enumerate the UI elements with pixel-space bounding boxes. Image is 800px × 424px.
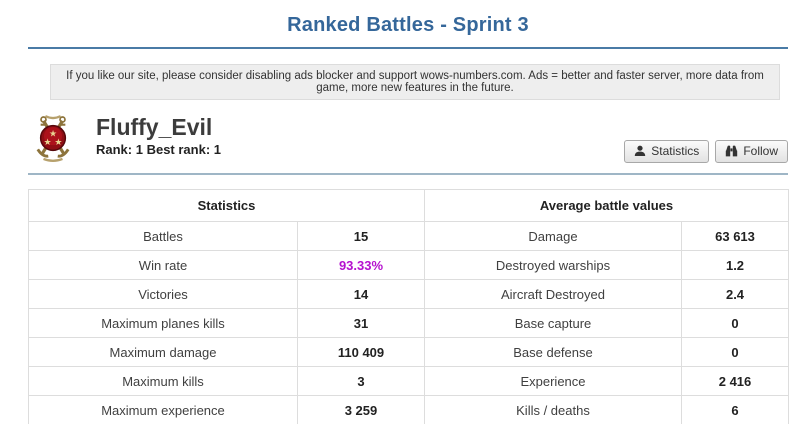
stat-value: 110 409 bbox=[297, 337, 425, 367]
table-row: Maximum experience 3 259 Kills / deaths … bbox=[28, 395, 790, 424]
avg-label: Base capture bbox=[424, 308, 682, 338]
page-container: Ranked Battles - Sprint 3 If you like ou… bbox=[28, 0, 790, 424]
follow-button-label: Follow bbox=[743, 143, 778, 158]
statistics-table: Statistics Average battle values Battles… bbox=[28, 189, 790, 424]
avg-value: 63 613 bbox=[680, 221, 790, 251]
title-divider bbox=[28, 47, 788, 49]
stat-value: 31 bbox=[297, 308, 425, 338]
stat-value: 3 bbox=[297, 366, 425, 396]
stat-value: 15 bbox=[297, 221, 425, 251]
avg-value: 2 416 bbox=[680, 366, 790, 396]
stat-label: Victories bbox=[28, 279, 298, 309]
table-row: Maximum damage 110 409 Base defense 0 bbox=[28, 337, 790, 367]
avg-value: 0 bbox=[680, 337, 790, 367]
stat-label: Maximum damage bbox=[28, 337, 298, 367]
stat-value: 3 259 bbox=[297, 395, 425, 424]
stat-label: Maximum kills bbox=[28, 366, 298, 396]
stat-label: Battles bbox=[28, 221, 298, 251]
avg-label: Experience bbox=[424, 366, 682, 396]
follow-button[interactable]: Follow bbox=[715, 139, 788, 163]
user-icon bbox=[635, 145, 646, 156]
statistics-button-label: Statistics bbox=[651, 143, 700, 158]
avg-value: 2.4 bbox=[680, 279, 790, 309]
avg-value: 6 bbox=[680, 395, 790, 424]
avg-label: Aircraft Destroyed bbox=[424, 279, 682, 309]
table-row: Maximum planes kills 31 Base capture 0 bbox=[28, 308, 790, 338]
win-rate-value: 93.33% bbox=[297, 250, 425, 280]
stat-label: Maximum experience bbox=[28, 395, 298, 424]
avg-label: Kills / deaths bbox=[424, 395, 682, 424]
clan-emblem-icon: ★ ★ ★ bbox=[36, 115, 70, 162]
avg-label: Damage bbox=[424, 221, 682, 251]
table-row: Win rate 93.33% Destroyed warships 1.2 bbox=[28, 250, 790, 280]
table-row: Battles 15 Damage 63 613 bbox=[28, 221, 790, 251]
stat-label: Maximum planes kills bbox=[28, 308, 298, 338]
player-buttons: Statistics Follow bbox=[624, 139, 788, 163]
table-row: Victories 14 Aircraft Destroyed 2.4 bbox=[28, 279, 790, 309]
table-header-row: Statistics Average battle values bbox=[28, 189, 790, 222]
svg-text:★: ★ bbox=[54, 138, 62, 148]
avg-value: 1.2 bbox=[680, 250, 790, 280]
page-title: Ranked Battles - Sprint 3 bbox=[287, 14, 529, 36]
statistics-button[interactable]: Statistics bbox=[624, 139, 710, 163]
stat-label: Win rate bbox=[28, 250, 298, 280]
average-values-column-header: Average battle values bbox=[423, 189, 790, 222]
table-row: Maximum kills 3 Experience 2 416 bbox=[28, 366, 790, 396]
player-meta: Fluffy_Evil Rank: 1 Best rank: 1 bbox=[96, 113, 221, 157]
avg-label: Destroyed warships bbox=[424, 250, 682, 280]
avg-value: 0 bbox=[680, 308, 790, 338]
player-rank-line: Rank: 1 Best rank: 1 bbox=[96, 142, 221, 158]
svg-text:★: ★ bbox=[49, 130, 57, 140]
player-name: Fluffy_Evil bbox=[96, 114, 213, 140]
binoculars-icon bbox=[726, 145, 738, 157]
player-divider bbox=[28, 173, 788, 175]
avg-label: Base defense bbox=[424, 337, 682, 367]
stat-value: 14 bbox=[297, 279, 425, 309]
adblock-notice: If you like our site, please consider di… bbox=[50, 64, 780, 100]
player-header: ★ ★ ★ Fluffy_Evil Rank: 1 Best rank: 1 S… bbox=[28, 113, 788, 165]
statistics-column-header: Statistics bbox=[28, 189, 425, 222]
svg-text:★: ★ bbox=[44, 138, 52, 148]
